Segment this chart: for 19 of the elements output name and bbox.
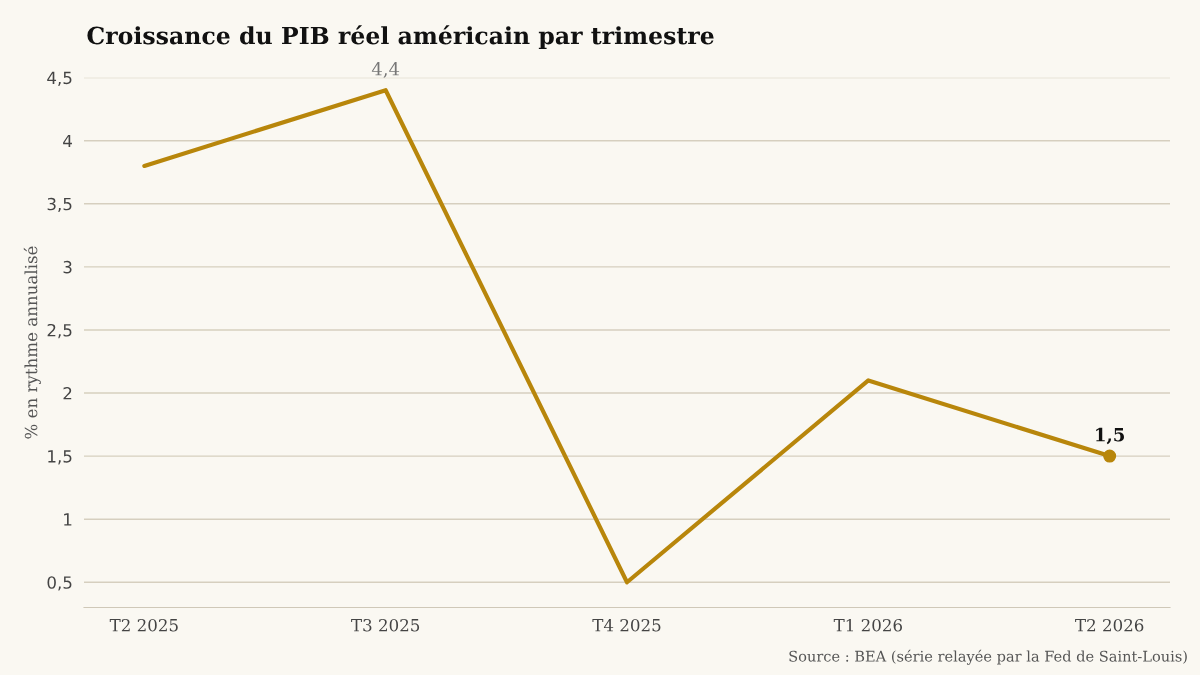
x-tick-label: T3 2025: [351, 618, 420, 632]
chart-title: Croissance du PIB réel américain par trimestre: [87, 25, 714, 50]
y-tick-label: 4,5: [47, 71, 72, 86]
x-tick-label: T4 2025: [592, 618, 661, 632]
data-label: 4,4: [371, 61, 400, 78]
y-tick-label: 2,5: [47, 323, 72, 339]
y-tick-label: 1,5: [48, 450, 72, 465]
y-tick-label: 1: [64, 513, 72, 526]
x-tick-label: T1 2026: [833, 618, 902, 632]
x-tick-label: T2 2025: [109, 618, 178, 632]
y-tick-label: 3,5: [47, 197, 72, 213]
source-note: Source : BEA (série relayée par la Fed de Saint-Louis): [789, 649, 1187, 665]
y-tick-label: 3: [63, 260, 72, 274]
y-tick-label: 0,5: [47, 576, 72, 591]
y-axis-title: % en rythme annualisé: [23, 246, 41, 439]
y-tick-label: 4: [63, 134, 72, 148]
x-tick-label: T2 2026: [1075, 618, 1144, 632]
data-label: 1,5: [1096, 427, 1125, 445]
y-tick-label: 2: [63, 386, 72, 400]
